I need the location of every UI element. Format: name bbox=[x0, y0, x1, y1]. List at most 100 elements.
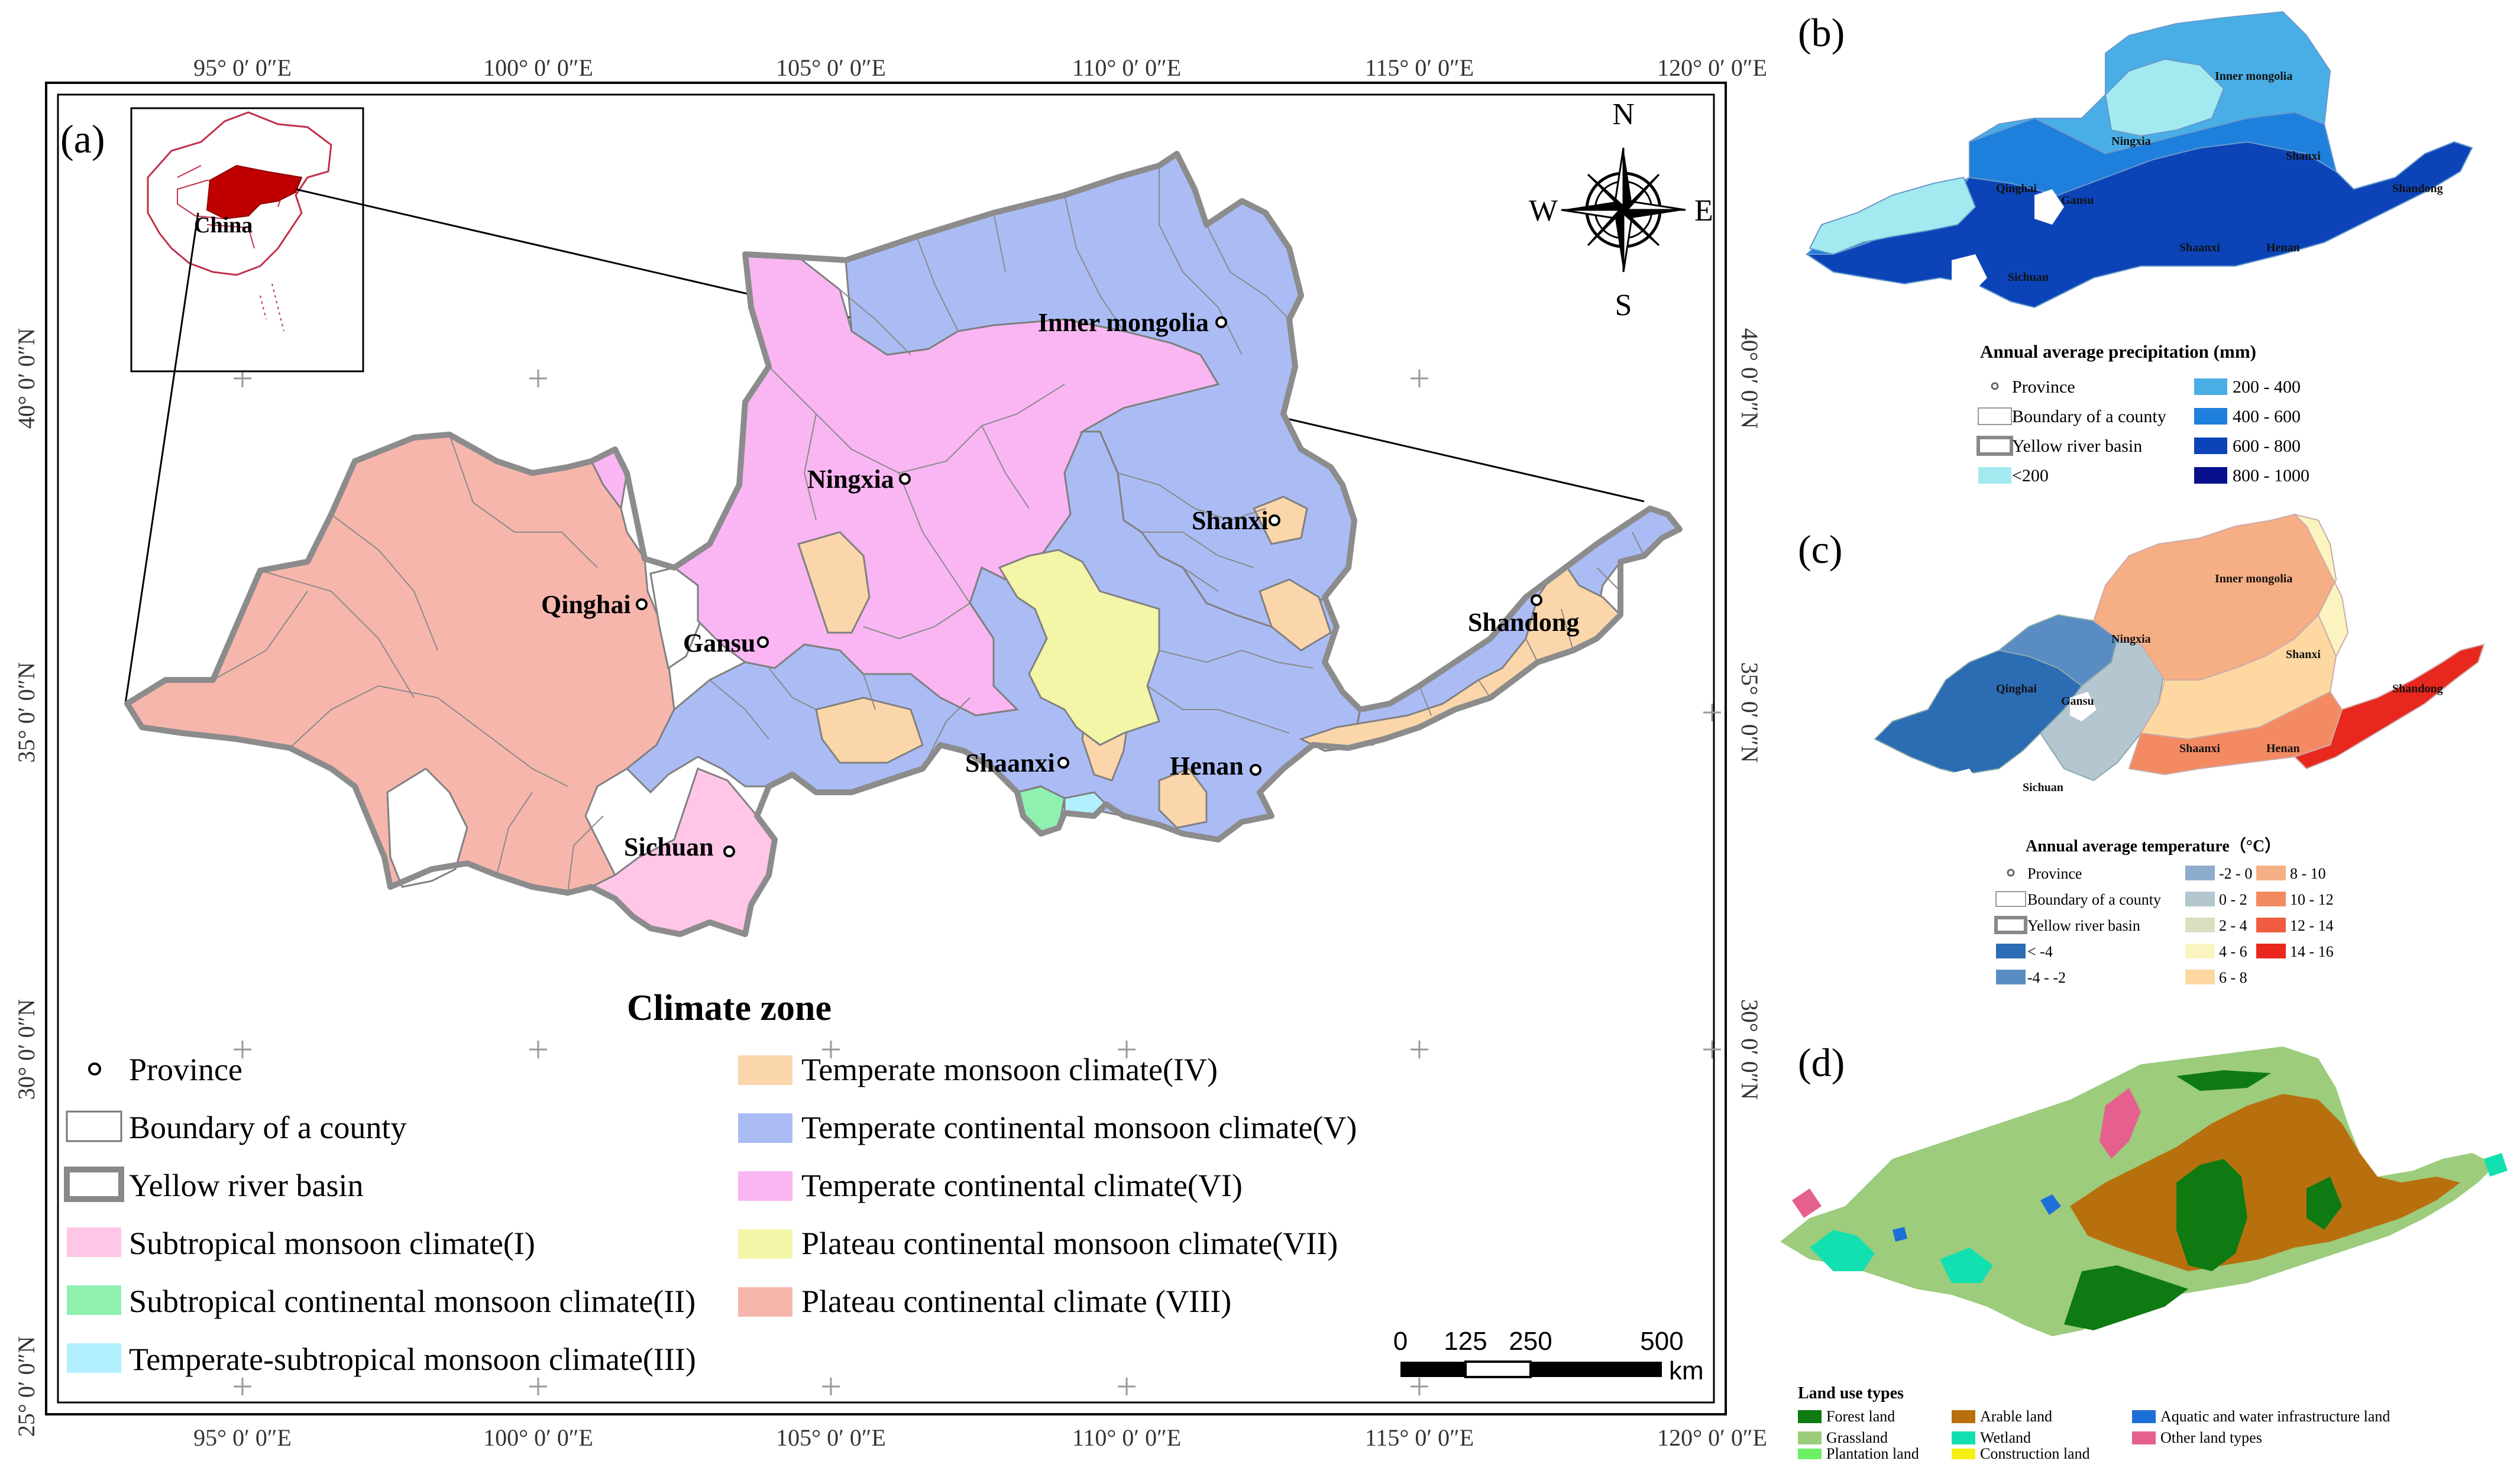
lon-label-top: 105° 0′ 0″E bbox=[776, 54, 886, 81]
lat-label-left: 35° 0′ 0″N bbox=[13, 662, 40, 763]
scale-tick-500: 500 bbox=[1640, 1327, 1683, 1356]
legend-label: Subtropical monsoon climate(I) bbox=[129, 1226, 535, 1261]
legend-swatch bbox=[2185, 970, 2215, 984]
legend-label: Plateau continental monsoon climate(VII) bbox=[801, 1226, 1338, 1261]
panel-label-a: (a) bbox=[60, 116, 105, 161]
panel-c-temperature: (c) Inner mongolia Ningxia Shanxi Qingha… bbox=[1798, 513, 2485, 986]
province-label: Inner mongolia bbox=[2215, 572, 2292, 585]
legend-label: Boundary of a county bbox=[129, 1110, 406, 1145]
legend-label: 12 - 14 bbox=[2290, 917, 2334, 934]
legend-swatch-zone-viii bbox=[738, 1287, 792, 1317]
compass-rose: N S E W bbox=[1529, 98, 1713, 322]
legend-swatch bbox=[2194, 378, 2227, 395]
precip-legend-title: Annual average precipitation (mm) bbox=[1980, 341, 2256, 362]
scale-segment bbox=[1531, 1362, 1662, 1377]
province-label: Shaanxi bbox=[2179, 241, 2220, 254]
legend-swatch bbox=[2256, 892, 2286, 906]
legend-swatch bbox=[2256, 944, 2286, 958]
panel-d-land-use: (d) Land use types Forest land Grassland… bbox=[1780, 1040, 2508, 1461]
legend-swatch bbox=[2194, 438, 2227, 454]
legend-swatch bbox=[1996, 970, 2026, 984]
lon-label-top: 120° 0′ 0″E bbox=[1657, 54, 1767, 81]
scale-tick-125: 125 bbox=[1444, 1327, 1487, 1356]
legend-label: Other land types bbox=[2160, 1429, 2262, 1446]
legend-label: Wetland bbox=[1980, 1429, 2031, 1446]
province-label-shanxi: Shanxi bbox=[1192, 506, 1269, 535]
compass-e: E bbox=[1694, 194, 1713, 228]
legend-label: Boundary of a county bbox=[2027, 891, 2161, 908]
legend-swatch-zone-vi bbox=[738, 1171, 792, 1201]
legend-label: Plantation land bbox=[1826, 1445, 1919, 1461]
legend-swatch bbox=[1798, 1449, 1822, 1459]
temp-legend: Annual average temperature（°C） Province … bbox=[1994, 836, 2334, 986]
latitude-labels-left: 40° 0′ 0″N 35° 0′ 0″N 30° 0′ 0″N 25° 0′ … bbox=[13, 328, 40, 1437]
climate-zone-map bbox=[124, 151, 1683, 937]
scale-bar: 0 125 250 500 km bbox=[1393, 1327, 1704, 1385]
compass-w: W bbox=[1529, 194, 1558, 228]
legend-label: Plateau continental climate (VIII) bbox=[801, 1284, 1231, 1319]
legend-label: Province bbox=[129, 1052, 242, 1087]
province-point bbox=[1531, 594, 1542, 606]
lon-label-bottom: 105° 0′ 0″E bbox=[776, 1424, 886, 1451]
legend-swatch bbox=[2185, 944, 2215, 958]
province-label: Qinghai bbox=[1996, 182, 2037, 195]
province-point bbox=[636, 598, 648, 610]
legend-label: Province bbox=[2012, 377, 2075, 397]
province-label-gansu: Gansu bbox=[683, 629, 755, 657]
precip-white-hole bbox=[1952, 254, 1987, 296]
precip-province-labels: Inner mongolia Ningxia Shanxi Qinghai Ga… bbox=[1996, 70, 2443, 284]
province-label: Gansu bbox=[2061, 194, 2094, 207]
legend-label: 10 - 12 bbox=[2290, 891, 2334, 908]
temp-region-southeast bbox=[2293, 643, 2485, 770]
legend-label: Arable land bbox=[1980, 1408, 2052, 1425]
legend-swatch bbox=[2185, 918, 2215, 932]
legend-swatch bbox=[2194, 408, 2227, 425]
legend-swatch bbox=[1994, 916, 2027, 934]
province-label: Shaanxi bbox=[2179, 742, 2220, 755]
legend-swatch bbox=[1952, 1449, 1975, 1459]
province-point bbox=[899, 473, 911, 485]
temp-province-labels: Inner mongolia Ningxia Shanxi Qinghai Ga… bbox=[1996, 572, 2443, 794]
scale-unit: km bbox=[1669, 1356, 1704, 1385]
legend-label: 14 - 16 bbox=[2290, 943, 2334, 960]
legend-swatch bbox=[1996, 944, 2026, 958]
legend-swatch bbox=[2132, 1410, 2156, 1423]
province-label: Qinghai bbox=[1996, 682, 2037, 695]
legend-symbol-province bbox=[1991, 382, 1999, 390]
legend-label: Temperate monsoon climate(IV) bbox=[801, 1052, 1218, 1087]
province-label-inner-mongolia: Inner mongolia bbox=[1038, 308, 1209, 337]
province-label-qinghai: Qinghai bbox=[541, 590, 631, 619]
climate-legend: Climate zone Province Boundary of a coun… bbox=[64, 988, 1357, 1377]
legend-swatch bbox=[1978, 467, 2011, 484]
lon-label-bottom: 115° 0′ 0″E bbox=[1365, 1424, 1474, 1451]
temp-legend-title: Annual average temperature（°C） bbox=[2026, 836, 2281, 856]
province-label-shaanxi: Shaanxi bbox=[965, 749, 1055, 778]
legend-label: Yellow river basin bbox=[129, 1168, 363, 1203]
precip-region-arid-west bbox=[1809, 176, 1976, 255]
province-label-sichuan: Sichuan bbox=[624, 832, 714, 861]
zone-temperate-monsoon-south bbox=[815, 697, 924, 764]
scale-tick-0: 0 bbox=[1393, 1327, 1408, 1356]
legend-label: Aquatic and water infrastructure land bbox=[2160, 1408, 2390, 1425]
legend-swatch bbox=[1798, 1431, 1822, 1444]
legend-label: Yellow river basin bbox=[2012, 436, 2142, 456]
legend-swatch-zone-v bbox=[738, 1113, 792, 1143]
legend-label: Construction land bbox=[1980, 1445, 2090, 1461]
landuse-forest bbox=[2064, 1070, 2342, 1330]
lat-label-right: 30° 0′ 0″N bbox=[1736, 999, 1763, 1100]
province-point bbox=[1250, 764, 1261, 776]
legend-label: 600 - 800 bbox=[2233, 436, 2301, 456]
legend-swatch bbox=[1978, 407, 2012, 425]
legend-swatch bbox=[2132, 1431, 2156, 1444]
compass-s: S bbox=[1615, 289, 1632, 322]
legend-swatch bbox=[2256, 866, 2286, 880]
province-label: Inner mongolia bbox=[2215, 70, 2292, 83]
province-label: Gansu bbox=[2061, 695, 2094, 708]
landuse-legend-title: Land use types bbox=[1798, 1384, 1904, 1402]
province-point bbox=[757, 636, 769, 648]
legend-swatch bbox=[2185, 892, 2215, 906]
lon-label-top: 110° 0′ 0″E bbox=[1072, 54, 1181, 81]
province-label-shandong: Shandong bbox=[1468, 608, 1579, 637]
legend-label: 200 - 400 bbox=[2233, 377, 2301, 397]
province-label: Shandong bbox=[2392, 682, 2443, 695]
